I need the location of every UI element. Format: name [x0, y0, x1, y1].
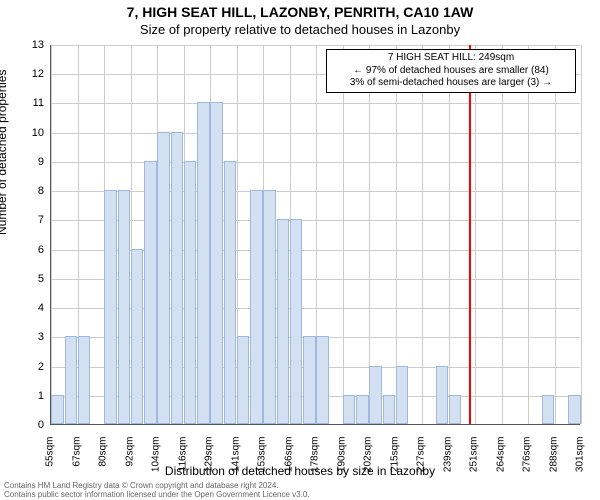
y-tick: 9: [4, 156, 44, 168]
histogram-bar: [356, 395, 369, 424]
y-tick: 6: [4, 244, 44, 256]
histogram-bar: [263, 190, 276, 424]
reference-line: [469, 45, 471, 424]
histogram-bar: [303, 336, 316, 424]
y-tick: 13: [4, 39, 44, 51]
chart-container: 7, HIGH SEAT HILL, LAZONBY, PENRITH, CA1…: [0, 0, 600, 500]
y-tick: 12: [4, 68, 44, 80]
plot-area: 7 HIGH SEAT HILL: 249sqm← 97% of detache…: [50, 45, 580, 425]
histogram-bar: [65, 336, 78, 424]
gridline-v: [475, 45, 476, 424]
y-tick: 3: [4, 331, 44, 343]
chart-title-sub: Size of property relative to detached ho…: [0, 22, 600, 37]
histogram-bar: [277, 219, 290, 424]
footer-line-2: Contains public sector information licen…: [4, 490, 310, 499]
y-axis-label: Number of detached properties: [0, 70, 9, 235]
gridline-v: [422, 45, 423, 424]
histogram-bar: [369, 366, 382, 424]
histogram-bar: [224, 161, 237, 424]
y-tick: 11: [4, 97, 44, 109]
histogram-bar: [250, 190, 263, 424]
y-tick: 5: [4, 273, 44, 285]
histogram-bar: [568, 395, 581, 424]
gridline-v: [343, 45, 344, 424]
gridline-v: [51, 45, 52, 424]
histogram-bar: [237, 336, 250, 424]
annotation-box: 7 HIGH SEAT HILL: 249sqm← 97% of detache…: [326, 49, 576, 93]
histogram-bar: [449, 395, 462, 424]
y-tick: 2: [4, 361, 44, 373]
histogram-bar: [210, 102, 223, 424]
histogram-bar: [290, 219, 303, 424]
annotation-line: 3% of semi-detached houses are larger (3…: [331, 77, 571, 90]
footer-attribution: Contains HM Land Registry data © Crown c…: [4, 481, 310, 499]
histogram-bar: [131, 249, 144, 424]
histogram-bar: [144, 161, 157, 424]
y-tick: 10: [4, 127, 44, 139]
histogram-bar: [104, 190, 117, 424]
annotation-line: ← 97% of detached houses are smaller (84…: [331, 65, 571, 78]
y-tick: 4: [4, 302, 44, 314]
y-tick: 8: [4, 185, 44, 197]
histogram-bar: [118, 190, 131, 424]
histogram-bar: [383, 395, 396, 424]
gridline-v: [502, 45, 503, 424]
gridline-v: [528, 45, 529, 424]
histogram-bar: [78, 336, 91, 424]
gridline-v: [581, 45, 582, 424]
gridline-v: [555, 45, 556, 424]
histogram-bar: [184, 161, 197, 424]
footer-line-1: Contains HM Land Registry data © Crown c…: [4, 481, 310, 490]
gridline-v: [449, 45, 450, 424]
histogram-bar: [396, 366, 409, 424]
histogram-bar: [171, 132, 184, 424]
chart-title-main: 7, HIGH SEAT HILL, LAZONBY, PENRITH, CA1…: [0, 4, 600, 20]
histogram-bar: [542, 395, 555, 424]
histogram-bar: [197, 102, 210, 424]
x-axis-label: Distribution of detached houses by size …: [0, 464, 600, 478]
histogram-bar: [51, 395, 64, 424]
y-tick: 0: [4, 419, 44, 431]
y-tick: 7: [4, 214, 44, 226]
histogram-bar: [316, 336, 329, 424]
histogram-bar: [436, 366, 449, 424]
y-tick: 1: [4, 390, 44, 402]
histogram-bar: [343, 395, 356, 424]
histogram-bar: [157, 132, 170, 424]
annotation-line: 7 HIGH SEAT HILL: 249sqm: [331, 52, 571, 65]
